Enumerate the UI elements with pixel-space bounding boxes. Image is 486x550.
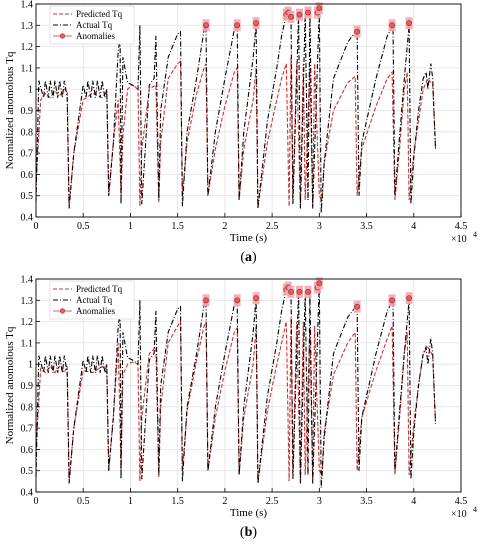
x-tick-label: 4.5 bbox=[455, 221, 468, 232]
anomaly-point bbox=[305, 288, 311, 295]
anomaly-point bbox=[316, 280, 323, 287]
chart-panel-a: 0 0.5 1 1.5 2 2.5 3 3.5 4 4.5 0.4 0.5 0.6 0.7 0.8 0.9 1 1… bbox=[4, 0, 477, 265]
chart-panel-b: 0 0.5 1 1.5 2 2.5 3 3.5 4 4.5 0.4 0.5 0.6 0.7 0.8 0.9 1 1… bbox=[0, 275, 486, 550]
y-tick-label: 0.4 bbox=[21, 213, 34, 224]
x-tick-label: 0 bbox=[34, 221, 39, 232]
x-tick-label: 2 bbox=[222, 221, 227, 232]
x-tick-label: 4 bbox=[411, 221, 416, 232]
x-tick-label: 4 bbox=[411, 496, 416, 507]
y-tick-label: 0.5 bbox=[21, 191, 34, 202]
legend-entry-actual-tq: Actual Tq bbox=[76, 295, 113, 305]
y-tick-label: 1.4 bbox=[21, 275, 34, 286]
legend-entry-predicted-tq: Predicted Tq bbox=[76, 9, 123, 19]
chart-a-svg: 0 0.5 1 1.5 2 2.5 3 3.5 4 4.5 0.4 0.5 0.6 0.7 0.8 0.9 1 1… bbox=[4, 0, 477, 265]
x-exponent-value: 4 bbox=[473, 505, 477, 514]
anomaly-point bbox=[288, 288, 294, 295]
chart-b-svg: 0 0.5 1 1.5 2 2.5 3 3.5 4 4.5 0.4 0.5 0.6 0.7 0.8 0.9 1 1… bbox=[4, 275, 477, 540]
x-tick-label: 3.5 bbox=[360, 496, 373, 507]
x-exponent-label: ×10 bbox=[451, 234, 467, 245]
anomaly-point bbox=[389, 297, 395, 304]
y-tick-label: 1.3 bbox=[21, 296, 34, 307]
anomaly-point bbox=[305, 9, 311, 16]
x-tick-label: 3.5 bbox=[360, 221, 373, 232]
caption-letter: a bbox=[245, 250, 252, 265]
y-tick-label: 1.2 bbox=[21, 42, 34, 53]
anomaly-point bbox=[316, 5, 323, 12]
x-tick-label: 3 bbox=[317, 221, 322, 232]
anomaly-point bbox=[253, 295, 259, 302]
anomaly-point bbox=[203, 297, 209, 304]
y-tick-label: 1.3 bbox=[21, 21, 34, 32]
legend-entry-predicted-tq: Predicted Tq bbox=[76, 284, 123, 294]
y-tick-label: 0.5 bbox=[21, 466, 34, 477]
figure-caption: (b) bbox=[240, 525, 257, 540]
x-exponent-value: 4 bbox=[473, 230, 477, 239]
series-line-actual-tq bbox=[35, 283, 437, 488]
anomaly-point bbox=[288, 13, 294, 20]
anomaly-point bbox=[234, 297, 241, 304]
y-tick-label: 0.7 bbox=[21, 424, 34, 435]
y-tick-label: 0.8 bbox=[21, 127, 34, 138]
y-tick-label: 0.7 bbox=[21, 149, 34, 160]
y-axis-label: Normalized anomolous Tq bbox=[4, 51, 16, 169]
legend-entry-actual-tq: Actual Tq bbox=[76, 20, 113, 30]
x-tick-label: 2.5 bbox=[266, 221, 279, 232]
x-tick-label: 0.5 bbox=[77, 496, 90, 507]
y-tick-label: 1.1 bbox=[21, 63, 34, 74]
y-axis-label: Normalized anomolous Tq bbox=[4, 326, 16, 444]
caption-open: ( bbox=[240, 525, 245, 540]
anomaly-point bbox=[406, 295, 412, 302]
x-tick-label: 1 bbox=[128, 496, 133, 507]
x-exponent-label: ×10 bbox=[451, 509, 467, 520]
anomaly-point bbox=[406, 20, 412, 27]
anomaly-point bbox=[253, 20, 259, 27]
anomaly-point bbox=[389, 22, 395, 29]
x-tick-label: 0.5 bbox=[77, 221, 90, 232]
x-tick-label: 2.5 bbox=[266, 496, 279, 507]
x-axis-label: Time (s) bbox=[230, 507, 268, 519]
figure-caption: (a) bbox=[240, 250, 257, 265]
x-tick-label: 2 bbox=[222, 496, 227, 507]
legend-entry-anomalies: Anomalies bbox=[76, 306, 115, 316]
y-tick-label: 1 bbox=[28, 360, 33, 371]
x-tick-label: 4.5 bbox=[455, 496, 468, 507]
x-tick-label: 1 bbox=[128, 221, 133, 232]
anomaly-point bbox=[234, 22, 241, 29]
y-tick-label: 1.4 bbox=[21, 0, 34, 11]
anomaly-point bbox=[296, 288, 303, 295]
x-tick-label: 1.5 bbox=[171, 221, 184, 232]
anomaly-point bbox=[354, 28, 361, 35]
y-tick-label: 0.9 bbox=[21, 106, 34, 117]
caption-close: ) bbox=[252, 250, 257, 265]
legend-entry-anomalies: Anomalies bbox=[76, 31, 115, 41]
caption-open: ( bbox=[240, 250, 245, 265]
y-tick-label: 1.2 bbox=[21, 317, 34, 328]
y-tick-label: 0.8 bbox=[21, 402, 34, 413]
caption-close: ) bbox=[252, 525, 257, 540]
y-tick-label: 0.6 bbox=[21, 445, 34, 456]
legend-marker-anomalies bbox=[59, 33, 66, 39]
anomaly-point bbox=[296, 11, 303, 18]
y-tick-label: 0.9 bbox=[21, 381, 34, 392]
y-tick-label: 0.4 bbox=[21, 488, 34, 499]
x-tick-label: 0 bbox=[34, 496, 39, 507]
x-tick-label: 3 bbox=[317, 496, 322, 507]
y-tick-label: 1 bbox=[28, 85, 33, 96]
y-tick-label: 1.1 bbox=[21, 338, 34, 349]
y-tick-label: 0.6 bbox=[21, 170, 34, 181]
caption-letter: b bbox=[245, 525, 253, 540]
legend-marker-anomalies bbox=[59, 308, 66, 314]
anomaly-point bbox=[354, 303, 361, 310]
x-tick-label: 1.5 bbox=[171, 496, 184, 507]
x-axis-label: Time (s) bbox=[230, 232, 268, 244]
anomaly-point bbox=[203, 22, 209, 29]
